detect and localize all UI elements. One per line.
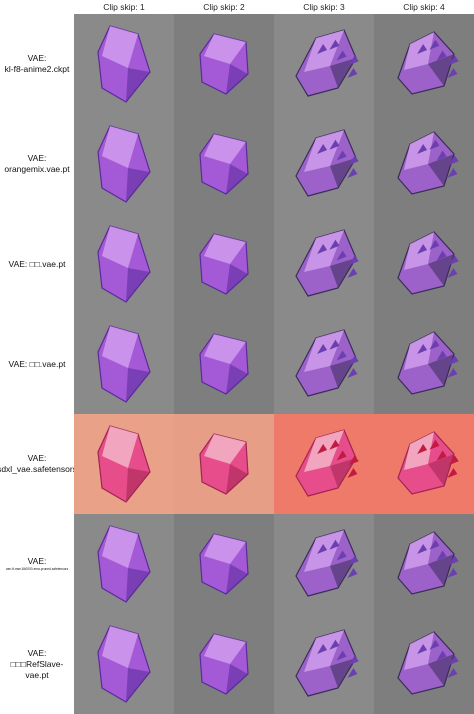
grid-image-row3-col1 (74, 214, 174, 314)
crystal-image (174, 314, 274, 414)
grid-image-row4-col4 (374, 314, 474, 414)
grid-image-row4-col2 (174, 314, 274, 414)
crystal-image (174, 414, 274, 514)
crystal-image (374, 14, 474, 114)
crystal-image (174, 514, 274, 614)
crystal-image (274, 414, 374, 514)
grid-image-row7-col4 (374, 614, 474, 714)
grid-image-row6-col1 (74, 514, 174, 614)
row-label-prefix: VAE: □□.vae.pt (8, 258, 66, 269)
row-label-vae-2: VAE: orangemix.vae.pt (0, 114, 74, 214)
grid-image-row3-col3 (274, 214, 374, 314)
grid-image-row4-col3 (274, 314, 374, 414)
grid-image-row6-col4 (374, 514, 474, 614)
row-label-vae-name: vae-ft-mse-840000-ema-pruned.safetensors (5, 567, 69, 571)
crystal-image (274, 14, 374, 114)
crystal-image (374, 614, 474, 714)
grid-image-row2-col3 (274, 114, 374, 214)
grid-image-row4-col1 (74, 314, 174, 414)
grid-image-row1-col1 (74, 14, 174, 114)
crystal-image (74, 314, 174, 414)
row-label-vae-name: kl-f8-anime2.ckpt (4, 64, 70, 74)
crystal-image (374, 214, 474, 314)
grid-image-row7-col2 (174, 614, 274, 714)
grid-image-row6-col3 (274, 514, 374, 614)
crystal-image (74, 214, 174, 314)
grid-image-row5-col3 (274, 414, 374, 514)
crystal-image (174, 614, 274, 714)
grid-image-row5-col1 (74, 414, 174, 514)
grid-image-row2-col1 (74, 114, 174, 214)
row-label-vae-5: VAE: sdxl_vae.safetensors (0, 414, 77, 514)
crystal-image (374, 314, 474, 414)
crystal-image (274, 314, 374, 414)
row-label-vae-1: VAE: kl-f8-anime2.ckpt (0, 14, 74, 114)
grid-image-row5-col2 (174, 414, 274, 514)
grid-image-row2-col4 (374, 114, 474, 214)
crystal-image (374, 514, 474, 614)
crystal-image (74, 414, 174, 514)
column-header-clip-skip-3: Clip skip: 3 (303, 2, 345, 12)
row-label-vae-4: VAE: □□.vae.pt (0, 314, 74, 414)
crystal-image (374, 114, 474, 214)
grid-image-row2-col2 (174, 114, 274, 214)
grid-image-row1-col4 (374, 14, 474, 114)
row-label-prefix: VAE: (27, 556, 47, 566)
grid-image-row3-col4 (374, 214, 474, 314)
crystal-image (374, 414, 474, 514)
row-label-prefix: VAE: (27, 647, 47, 658)
row-label-vae-6: VAE: vae-ft-mse-840000-ema-pruned.safeten… (0, 514, 74, 614)
crystal-image (74, 114, 174, 214)
crystal-image (174, 114, 274, 214)
crystal-image (274, 214, 374, 314)
row-label-vae-name: orangemix.vae.pt (4, 164, 70, 174)
column-header-clip-skip-1: Clip skip: 1 (103, 2, 145, 12)
crystal-image (274, 514, 374, 614)
row-label-prefix: VAE: (27, 53, 47, 63)
grid-image-row6-col2 (174, 514, 274, 614)
crystal-image (74, 14, 174, 114)
row-label-prefix: VAE: (27, 453, 47, 463)
row-label-prefix: VAE: (27, 153, 47, 163)
column-header-clip-skip-2: Clip skip: 2 (203, 2, 245, 12)
grid-image-row3-col2 (174, 214, 274, 314)
grid-image-row7-col1 (74, 614, 174, 714)
crystal-image (74, 514, 174, 614)
row-label-vae-7: VAE: □□□RefSlave-vae.pt (0, 614, 74, 714)
grid-image-row1-col2 (174, 14, 274, 114)
crystal-image (274, 114, 374, 214)
grid-image-row5-col4 (374, 414, 474, 514)
crystal-image (74, 614, 174, 714)
crystal-image (174, 214, 274, 314)
crystal-image (274, 614, 374, 714)
row-label-vae-name: □□□RefSlave-vae.pt (10, 658, 64, 680)
row-label-vae-name: sdxl_vae.safetensors (0, 464, 77, 474)
row-label-prefix: VAE: □□.vae.pt (8, 358, 66, 369)
grid-image-row1-col3 (274, 14, 374, 114)
row-label-vae-3: VAE: □□.vae.pt (0, 214, 74, 314)
column-header-clip-skip-4: Clip skip: 4 (403, 2, 445, 12)
crystal-image (174, 14, 274, 114)
grid-image-row7-col3 (274, 614, 374, 714)
